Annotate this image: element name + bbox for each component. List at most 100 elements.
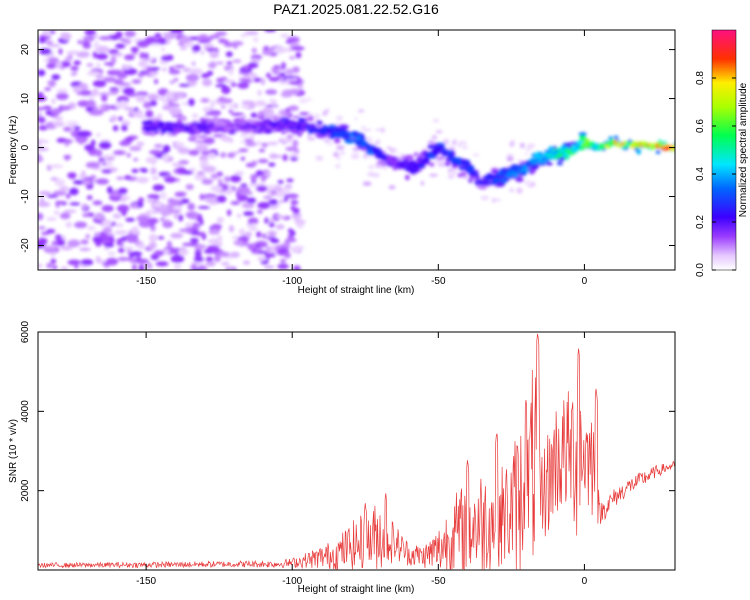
spectrogram-cell bbox=[159, 121, 165, 127]
spectrogram-cell bbox=[407, 163, 415, 169]
spectrogram-cell bbox=[104, 242, 114, 248]
spectrogram-cell bbox=[283, 75, 296, 79]
spectrogram-cell bbox=[135, 114, 148, 119]
x-tick-label: -50 bbox=[431, 276, 446, 287]
spectrogram-cell bbox=[437, 160, 446, 168]
spectrogram-cell bbox=[267, 188, 271, 197]
spectrogram-cell bbox=[40, 197, 44, 203]
spectrogram-cell bbox=[228, 129, 236, 135]
spectrogram-cell bbox=[268, 98, 276, 103]
spectrogram-cell bbox=[627, 139, 633, 143]
spectrogram-cell bbox=[251, 47, 257, 54]
spectrogram-cell bbox=[145, 199, 159, 203]
spectrogram-cell bbox=[421, 147, 429, 150]
spectrogram-cell bbox=[174, 127, 182, 134]
spectrogram-cell bbox=[282, 154, 288, 162]
spectrogram-cell bbox=[185, 222, 194, 228]
spectrogram-cell bbox=[280, 117, 290, 121]
spectrogram-cell bbox=[193, 256, 204, 262]
spectrogram-cell bbox=[240, 183, 248, 187]
spectrogram-cell bbox=[363, 128, 372, 132]
spectrogram-cell bbox=[544, 157, 551, 161]
spectrogram-cell bbox=[95, 133, 101, 137]
spectrogram-cell bbox=[116, 176, 125, 180]
spectrogram-cell bbox=[98, 92, 111, 97]
spectrogram-cell bbox=[262, 196, 273, 199]
spectrogram-noise bbox=[38, 30, 537, 270]
spectrogram-cell bbox=[129, 145, 142, 152]
spectrogram-cell bbox=[65, 154, 70, 161]
spectrogram-cell bbox=[49, 164, 64, 169]
x-tick-label: -100 bbox=[282, 276, 302, 287]
spectrogram-cell bbox=[38, 147, 49, 151]
spectrogram-cell bbox=[655, 150, 661, 154]
spectrogram-cell bbox=[199, 193, 205, 201]
spectrogram-cell bbox=[81, 170, 86, 177]
spectrogram-cell bbox=[187, 136, 196, 142]
spectrogram-cell bbox=[236, 123, 242, 129]
spectrogram-cell bbox=[296, 222, 304, 229]
spectrogram-cell bbox=[110, 115, 118, 122]
spectrogram-cell bbox=[43, 245, 56, 249]
spectrogram-cell bbox=[286, 115, 291, 119]
spectrogram-cell bbox=[225, 51, 233, 57]
spectrogram-cell bbox=[150, 167, 157, 175]
spectrogram-cell bbox=[286, 178, 294, 183]
spectrogram-cell bbox=[447, 146, 456, 150]
spectrogram-cell bbox=[546, 162, 553, 166]
spectrogram-cell bbox=[242, 80, 253, 83]
spectrogram-cell bbox=[286, 89, 301, 95]
spectrogram-cell bbox=[103, 76, 117, 83]
spectrogram-cell bbox=[162, 144, 171, 153]
spectrogram-cell bbox=[221, 98, 233, 104]
spectrogram-cell bbox=[201, 178, 213, 185]
spectrogram-cell bbox=[138, 264, 145, 270]
spectrogram-cell bbox=[168, 69, 181, 75]
spectrogram-cell bbox=[290, 157, 298, 161]
spectrogram-cell bbox=[256, 185, 268, 192]
spectrogram-cell bbox=[227, 152, 236, 158]
x-tick-label: -100 bbox=[282, 576, 302, 587]
spectrogram-cell bbox=[136, 215, 149, 222]
spectrogram-cell bbox=[265, 104, 279, 108]
y-tick-label: 2000 bbox=[20, 479, 31, 502]
spectrogram-cell bbox=[101, 219, 113, 227]
spectrogram-cell bbox=[86, 195, 93, 201]
spectrogram-cell bbox=[385, 155, 394, 161]
colorbar-tick-label: 0.8 bbox=[695, 71, 706, 85]
spectrogram-cell bbox=[307, 137, 316, 141]
spectrogram-cell bbox=[124, 30, 136, 38]
spectrogram-cell bbox=[513, 172, 519, 178]
spectrogram-cell bbox=[119, 100, 129, 107]
spectrogram-cell bbox=[403, 158, 408, 165]
spectrogram-cell bbox=[189, 238, 199, 243]
y-tick-label: 0 bbox=[20, 144, 31, 150]
spectrogram-cell bbox=[228, 225, 235, 233]
spectrogram-cell bbox=[263, 265, 275, 269]
colorbar-tick-label: 0.2 bbox=[695, 215, 706, 229]
spectrogram-cell bbox=[147, 217, 159, 224]
spectrogram-cell bbox=[257, 202, 271, 209]
spectrogram-cell bbox=[182, 67, 192, 73]
x-tick-label: -150 bbox=[136, 576, 156, 587]
spectrogram-cell bbox=[73, 85, 79, 93]
spectrogram-cell bbox=[231, 41, 244, 46]
spectrogram-cell bbox=[531, 161, 539, 165]
spectrogram-cell bbox=[226, 61, 233, 65]
spectrogram-cell bbox=[556, 161, 564, 166]
spectrogram-cell bbox=[51, 74, 61, 80]
spectrogram-cell bbox=[388, 185, 396, 190]
spectrogram-cell bbox=[131, 168, 139, 173]
spectrogram-cell bbox=[80, 239, 89, 245]
spectrogram-cell bbox=[307, 132, 312, 139]
y-tick-label: 10 bbox=[20, 93, 31, 105]
spectrogram-cell bbox=[191, 61, 196, 66]
spectrogram-cell bbox=[45, 40, 54, 45]
spectrogram-cell bbox=[160, 191, 167, 200]
spectrogram-cell bbox=[350, 153, 360, 160]
spectrogram-cell bbox=[174, 192, 186, 197]
spectrogram-cell bbox=[40, 231, 50, 236]
spectrogram-cell bbox=[77, 39, 83, 45]
spectrogram-cell bbox=[195, 144, 209, 153]
